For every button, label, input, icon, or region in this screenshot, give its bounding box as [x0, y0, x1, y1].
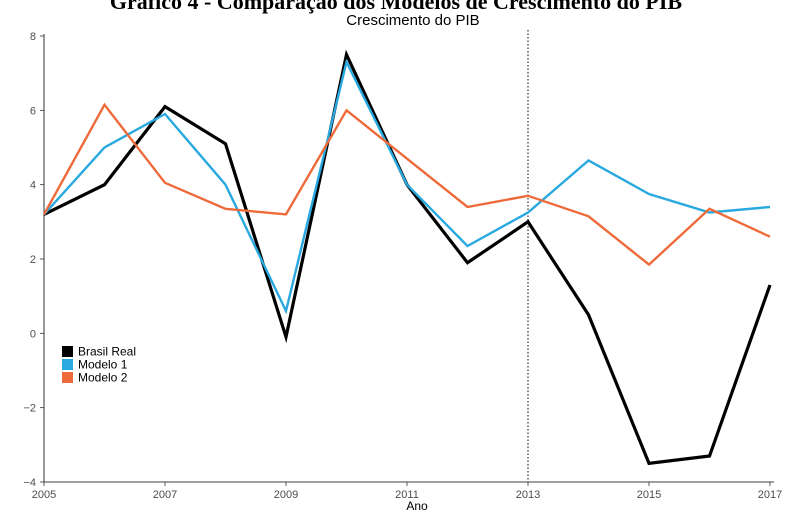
legend-label-modelo-1: Modelo 1: [78, 358, 128, 372]
y-tick-label: 2: [30, 254, 36, 266]
legend-swatch-modelo-1: [62, 359, 73, 370]
y-tick-label: −4: [23, 477, 36, 489]
y-tick-label: 0: [30, 328, 36, 340]
x-tick-label: 2013: [516, 489, 540, 501]
y-tick-label: −2: [23, 403, 36, 415]
series-line-modelo-1: [43, 58, 771, 315]
series-line-modelo-2: [42, 102, 771, 267]
x-tick-label: 2005: [32, 489, 56, 501]
y-tick-label: 6: [30, 105, 36, 117]
figure-caption: Gráfico 4 - Comparação dos Modelos de Cr…: [109, 0, 683, 14]
x-tick-label: 2009: [274, 489, 298, 501]
legend-label-brasil-real: Brasil Real: [78, 345, 136, 359]
chart-title: Crescimento do PIB: [346, 12, 479, 29]
x-axis-label: Ano: [406, 499, 428, 512]
x-tick-label: 2007: [153, 489, 177, 501]
x-tick-label: 2017: [758, 489, 782, 501]
legend-swatch-modelo-2: [62, 372, 73, 383]
series-layer: [42, 49, 772, 466]
y-tick-label: 8: [30, 31, 36, 43]
y-tick-label: 4: [30, 180, 36, 192]
x-tick-label: 2015: [637, 489, 661, 501]
x-tick-label: 2011: [395, 489, 419, 501]
series-line-brasil-real: [43, 49, 772, 466]
legend-swatch-brasil-real: [62, 346, 73, 357]
legend-label-modelo-2: Modelo 2: [78, 371, 128, 385]
